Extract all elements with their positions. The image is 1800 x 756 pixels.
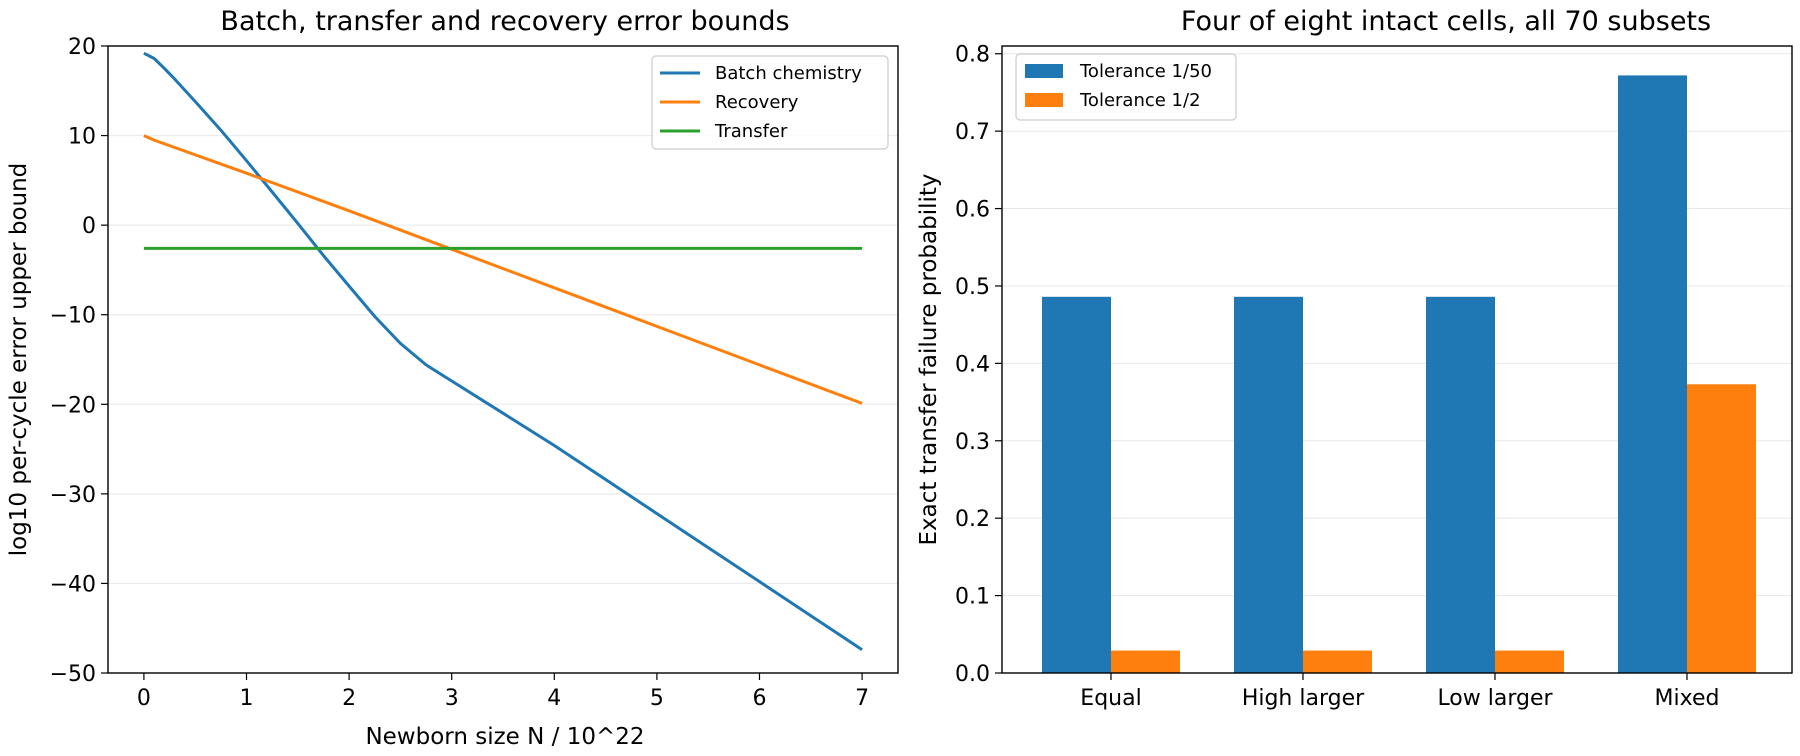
legend-swatch-tolerance-1-50: [1025, 64, 1063, 78]
bar-chart-y-ticks: 0.0 0.1 0.2 0.3 0.4 0.5 0.6 0.7 0.8: [955, 43, 1002, 687]
line-chart-legend: Batch chemistry Recovery Transfer: [651, 55, 889, 150]
bar-high-larger-tolerance-1-50: [1234, 296, 1303, 673]
y-tick-label: 0.2: [955, 507, 990, 532]
line-chart-y-label: log10 per-cycle error upper bound: [6, 163, 32, 557]
bar-equal-tolerance-1-50: [1042, 296, 1111, 673]
line-chart-panel: Batch, transfer and recovery error bound…: [6, 6, 899, 750]
x-tick-label: 3: [445, 686, 459, 711]
bar-mixed-tolerance-1-2: [1687, 384, 1756, 673]
category-label: Low larger: [1437, 686, 1553, 711]
y-tick-label: −40: [50, 572, 96, 597]
legend-label: Recovery: [715, 92, 799, 113]
bar-chart-title: Four of eight intact cells, all 70 subse…: [1181, 6, 1711, 37]
y-tick-label: −50: [50, 662, 96, 687]
series-line-batch-chemistry: [143, 51, 863, 651]
y-tick-label: 0.7: [955, 120, 990, 145]
x-tick-label: 6: [752, 686, 766, 711]
line-chart-x-ticks: 0 1 2 3 4 5 6 7: [137, 673, 869, 711]
bar-chart-category-ticks: Equal High larger Low larger Mixed: [1080, 673, 1719, 711]
x-tick-label: 4: [547, 686, 561, 711]
legend-label: Tolerance 1/50: [1079, 61, 1212, 82]
legend-box: [651, 55, 889, 150]
bar-chart-frame: [1001, 45, 1793, 674]
line-chart-frame: [107, 45, 899, 674]
y-tick-label: 0.4: [955, 352, 990, 377]
y-tick-label: −20: [50, 393, 96, 418]
line-chart-title: Batch, transfer and recovery error bound…: [220, 6, 789, 37]
y-tick-label: 10: [68, 125, 96, 150]
bar-mixed-tolerance-1-50: [1618, 75, 1687, 674]
bar-high-larger-tolerance-1-2: [1303, 650, 1372, 673]
bar-chart-bars: [1042, 75, 1756, 674]
line-chart-x-label: Newborn size N / 10^22: [365, 724, 644, 750]
bar-low-larger-tolerance-1-50: [1426, 296, 1495, 673]
bar-equal-tolerance-1-2: [1111, 650, 1180, 673]
y-tick-label: 0.0: [955, 662, 990, 687]
y-tick-label: −30: [50, 483, 96, 508]
x-tick-label: 0: [137, 686, 151, 711]
y-tick-label: 0.5: [955, 275, 990, 300]
y-tick-label: 20: [68, 35, 96, 60]
y-tick-label: 0.1: [955, 585, 990, 610]
y-tick-label: 0.6: [955, 198, 990, 223]
bar-chart-y-label: Exact transfer failure probability: [916, 173, 942, 545]
y-tick-label: 0.3: [955, 430, 990, 455]
bar-chart-legend: Tolerance 1/50 Tolerance 1/2: [1015, 53, 1237, 121]
bar-chart-panel: Four of eight intact cells, all 70 subse…: [916, 6, 1793, 711]
category-label: Equal: [1080, 686, 1141, 711]
legend-swatch-tolerance-1-2: [1025, 93, 1063, 107]
bar-low-larger-tolerance-1-2: [1495, 650, 1564, 673]
legend-box: [1015, 53, 1237, 121]
line-chart-series: [143, 51, 863, 651]
legend-label: Transfer: [714, 121, 788, 142]
y-tick-label: 0.8: [955, 43, 990, 68]
legend-label: Batch chemistry: [715, 63, 862, 84]
x-tick-label: 2: [342, 686, 356, 711]
y-tick-label: 0: [82, 214, 96, 239]
legend-label: Tolerance 1/2: [1079, 90, 1201, 111]
category-label: High larger: [1242, 686, 1365, 711]
x-tick-label: 1: [240, 686, 254, 711]
line-chart-y-ticks: 20 10 0 −10 −20 −30 −40 −50: [50, 35, 108, 687]
y-tick-label: −10: [50, 304, 96, 329]
x-tick-label: 7: [855, 686, 869, 711]
x-tick-label: 5: [650, 686, 664, 711]
category-label: Mixed: [1655, 686, 1720, 711]
